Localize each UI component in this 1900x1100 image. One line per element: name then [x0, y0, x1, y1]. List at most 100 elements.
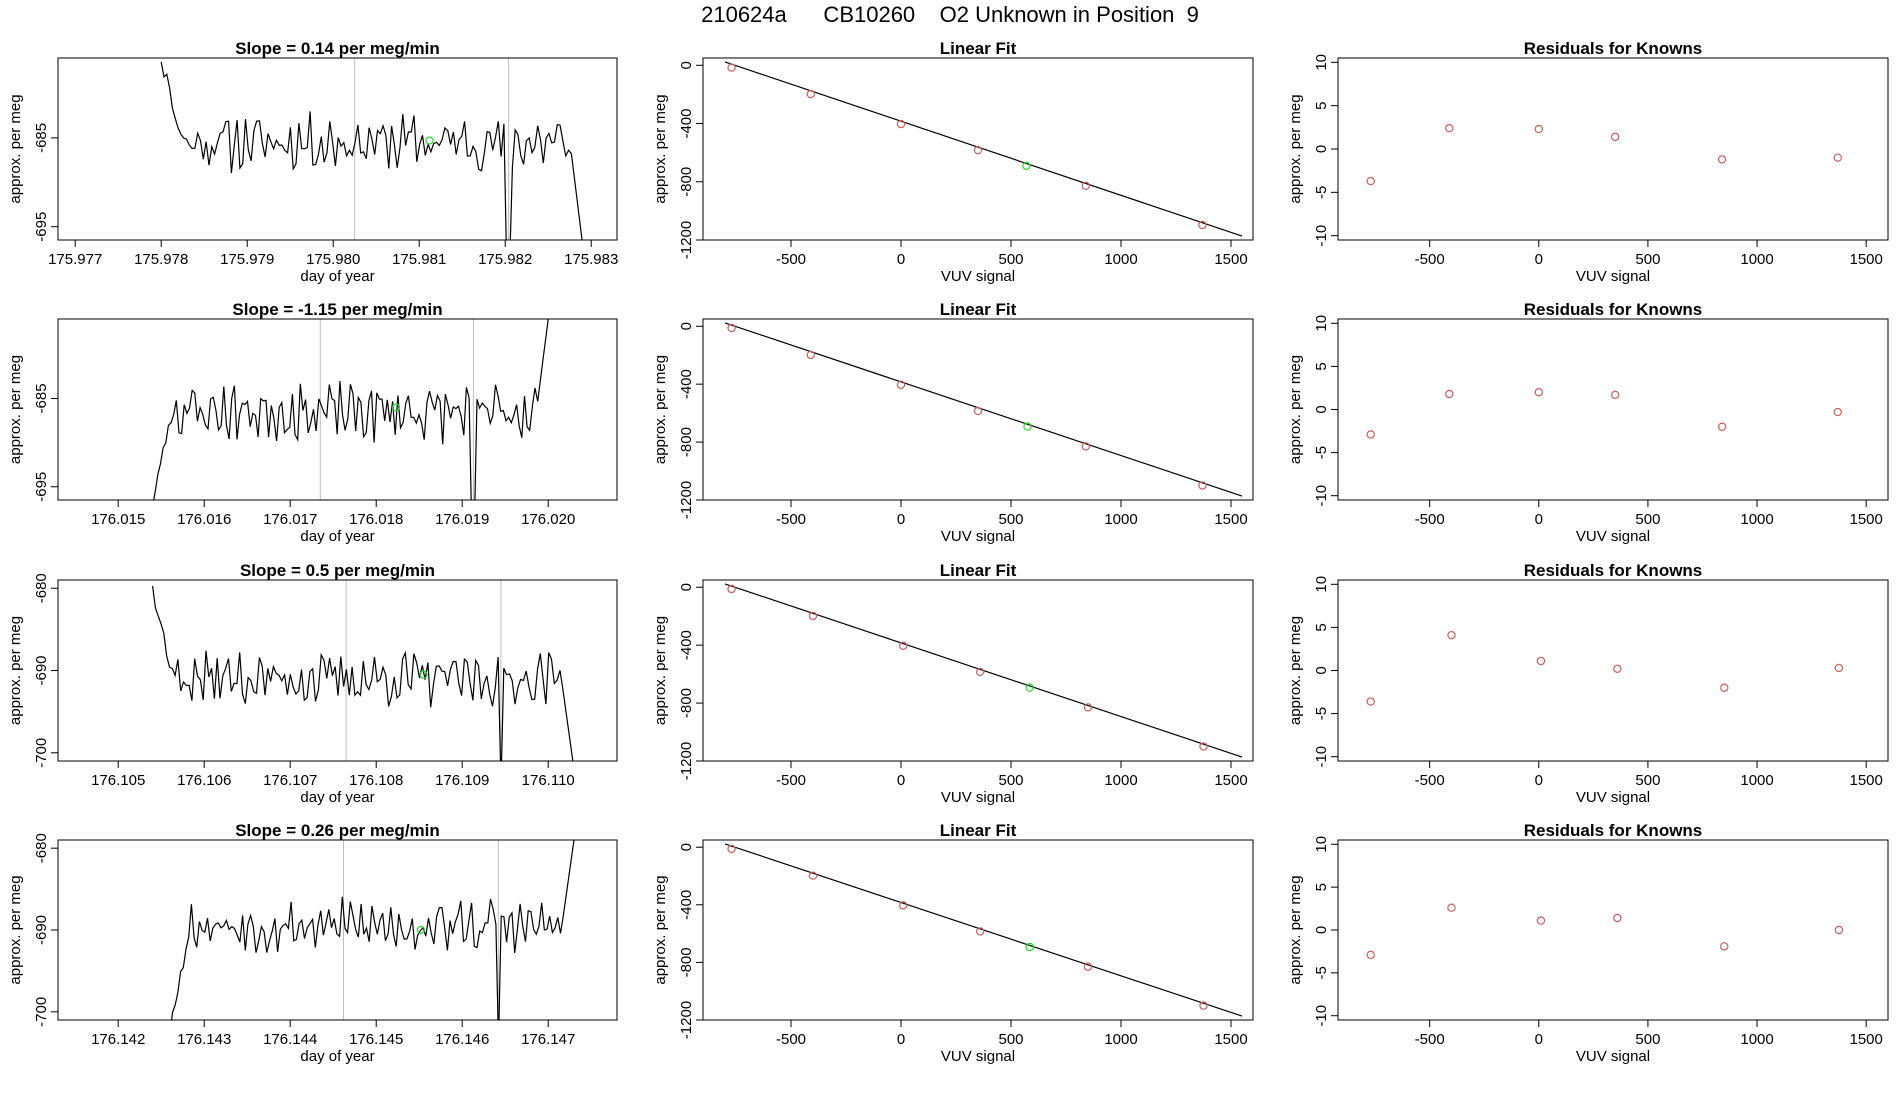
- plot-frame: [702, 839, 1254, 1021]
- y-tick-label: -800: [678, 427, 695, 457]
- fit-line: [724, 322, 1243, 497]
- y-tick-label: -400: [678, 630, 695, 660]
- unknown-point: [391, 403, 401, 412]
- x-tick-label: 176.144: [263, 1031, 317, 1048]
- known-point: [1610, 390, 1620, 400]
- x-tick-label: 500: [998, 251, 1023, 268]
- x-tick-label: 1000: [1104, 1031, 1137, 1048]
- chart-title: Residuals for Knowns: [1524, 39, 1703, 58]
- x-tick-label: -500: [776, 251, 806, 268]
- known-point: [973, 406, 983, 416]
- x-tick-label: 176.109: [435, 772, 489, 789]
- known-point: [1447, 630, 1456, 640]
- known-point: [1198, 220, 1207, 230]
- known-point: [806, 89, 816, 99]
- known-point: [896, 380, 906, 389]
- y-tick-label: -685: [33, 123, 50, 153]
- plot-frame: [57, 318, 618, 501]
- y-axis-label: approx. per meg: [652, 875, 669, 984]
- known-point: [1199, 742, 1208, 751]
- x-axis-label: VUV signal: [941, 1048, 1015, 1065]
- known-point: [1081, 442, 1091, 451]
- chart-panel-3: Residuals for Knowns -500 0 500 1000 1500 VUV …: [1287, 39, 1889, 285]
- y-tick-label: -695: [33, 472, 50, 502]
- y-tick-label: 0: [1313, 666, 1330, 674]
- plot-frame: [702, 579, 1254, 762]
- known-point: [1833, 153, 1843, 162]
- known-point: [1536, 916, 1546, 925]
- y-axis-label: approx. per meg: [7, 875, 24, 984]
- y-tick-label: -5: [1313, 446, 1330, 459]
- x-tick-label: 176.108: [349, 772, 403, 789]
- x-tick-label: -500: [776, 772, 806, 789]
- x-axis-label: day of year: [300, 528, 374, 545]
- chart-title: Linear Fit: [940, 561, 1017, 580]
- chart-panel-7: Slope = 0.5 per meg/min 176.105 176.106 176…: [7, 561, 618, 806]
- x-tick-label: 175.978: [134, 251, 188, 268]
- x-tick-label: 176.110: [522, 772, 575, 789]
- x-tick-label: 176.105: [91, 772, 145, 789]
- known-point: [976, 667, 985, 677]
- x-axis-label: day of year: [300, 789, 374, 806]
- x-tick-label: 1000: [1740, 251, 1773, 268]
- known-point: [1720, 683, 1729, 692]
- known-point: [1083, 962, 1093, 971]
- y-tick-label: -690: [33, 655, 50, 685]
- y-tick-label: -1200: [678, 742, 695, 780]
- x-tick-label: 176.015: [91, 511, 145, 528]
- unknown-point: [1025, 942, 1034, 952]
- x-tick-label: 1500: [1214, 772, 1247, 789]
- x-tick-label: 176.017: [263, 511, 317, 528]
- x-tick-label: 176.145: [349, 1031, 403, 1048]
- known-point: [896, 119, 906, 129]
- y-tick-label: -10: [1313, 1005, 1330, 1027]
- chart-panel-11: Linear Fit -500 0 500 1000 1500 VUV signal 0 -40…: [652, 821, 1254, 1065]
- x-tick-label: -500: [1415, 772, 1445, 789]
- known-point: [1198, 481, 1207, 490]
- y-tick-label: 10: [1313, 576, 1330, 593]
- y-tick-label: -695: [33, 212, 50, 242]
- x-axis-label: VUV signal: [1576, 1048, 1650, 1065]
- y-tick-label: -800: [678, 167, 695, 197]
- x-tick-label: 176.106: [177, 772, 231, 789]
- x-tick-label: 0: [897, 511, 905, 528]
- x-tick-label: -500: [776, 511, 806, 528]
- y-tick-label: 5: [1313, 101, 1330, 109]
- unknown-point: [416, 925, 426, 935]
- plot-frame: [57, 839, 618, 1021]
- y-tick-label: -680: [33, 833, 50, 863]
- x-tick-label: 0: [1535, 251, 1543, 268]
- x-tick-label: 1000: [1740, 511, 1773, 528]
- y-tick-label: -400: [678, 890, 695, 920]
- x-tick-label: 176.146: [435, 1031, 489, 1048]
- x-tick-label: 1000: [1104, 511, 1137, 528]
- y-tick-label: -5: [1313, 707, 1330, 720]
- x-tick-label: 1500: [1214, 511, 1247, 528]
- chart-title: Slope = 0.26 per meg/min: [235, 821, 440, 840]
- plot-frame: [1337, 579, 1889, 762]
- y-axis-label: approx. per meg: [7, 355, 24, 464]
- plot-frame: [1337, 57, 1889, 241]
- y-tick-label: -685: [33, 383, 50, 413]
- y-axis-label: approx. per meg: [1287, 875, 1304, 984]
- y-tick-label: 5: [1313, 623, 1330, 631]
- x-tick-label: 500: [998, 511, 1023, 528]
- known-point: [1445, 389, 1454, 399]
- y-axis-label: approx. per meg: [1287, 94, 1304, 203]
- y-axis-label: approx. per meg: [7, 616, 24, 725]
- x-tick-label: 500: [1635, 772, 1660, 789]
- y-axis-label: approx. per meg: [652, 616, 669, 725]
- x-tick-label: 1000: [1740, 1031, 1773, 1048]
- plot-frame: [1337, 318, 1889, 501]
- unknown-point: [1025, 683, 1034, 692]
- y-tick-label: -1200: [678, 221, 695, 259]
- y-tick-label: -5: [1313, 966, 1330, 979]
- known-point: [976, 927, 985, 936]
- x-tick-label: 500: [1635, 251, 1660, 268]
- y-tick-label: 5: [1313, 883, 1330, 891]
- y-tick-label: 0: [1313, 405, 1330, 413]
- unknown-point: [1023, 422, 1032, 431]
- unknown-point: [425, 136, 434, 145]
- known-point: [973, 145, 983, 155]
